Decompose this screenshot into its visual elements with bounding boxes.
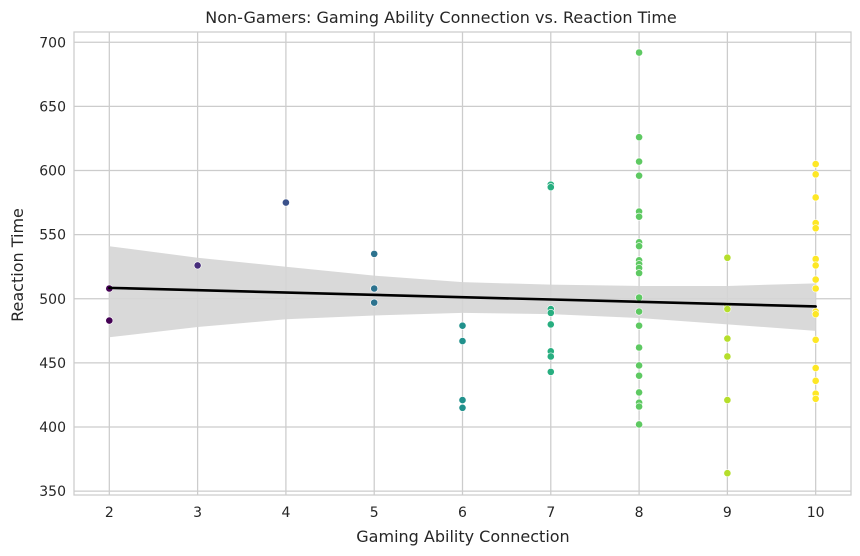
scatter-point <box>635 212 643 221</box>
x-tick-label: 2 <box>105 505 114 521</box>
scatter-point <box>370 298 379 307</box>
y-tick-label: 450 <box>39 356 66 372</box>
scatter-point <box>635 371 643 380</box>
scatter-point <box>635 157 643 166</box>
x-tick-label: 5 <box>370 505 379 521</box>
scatter-point <box>370 249 379 258</box>
y-tick-label: 600 <box>39 164 66 180</box>
scatter-point <box>811 376 820 385</box>
scatter-point <box>635 420 643 429</box>
regression-line <box>108 286 817 308</box>
scatter-point <box>811 160 820 168</box>
scatter-point <box>811 261 820 270</box>
x-axis-label: Gaming Ability Connection <box>356 527 569 546</box>
scatter-point <box>635 269 643 278</box>
scatter-point <box>811 224 820 233</box>
scatter-point <box>723 352 732 361</box>
chart-title: Non-Gamers: Gaming Ability Connection vs… <box>205 8 677 27</box>
scatter-point <box>546 320 555 329</box>
y-axis-label: Reaction Time <box>8 208 27 322</box>
scatter-point <box>546 183 555 192</box>
grid <box>74 32 851 495</box>
scatter-point <box>811 284 820 293</box>
scatter-point <box>635 321 643 330</box>
scatter-point <box>546 308 555 317</box>
scatter-point <box>635 343 643 352</box>
scatter-point <box>546 352 555 361</box>
x-tick-label: 6 <box>458 505 467 521</box>
scatter-point <box>635 293 643 302</box>
scatter-point <box>811 364 820 372</box>
scatter-point <box>458 403 467 412</box>
scatter-point <box>635 133 643 142</box>
x-tick-label: 9 <box>723 505 732 521</box>
scatter-point <box>635 388 643 397</box>
scatter-point <box>105 316 114 325</box>
plot-frame <box>73 31 852 496</box>
x-tick-label: 7 <box>546 505 555 521</box>
y-tick-label: 700 <box>39 35 66 51</box>
scatter-point <box>635 307 643 316</box>
scatter-point <box>723 334 732 343</box>
x-tick-label: 3 <box>193 505 202 521</box>
scatter-point <box>282 198 290 207</box>
scatter-point <box>370 284 379 293</box>
y-tick-label: 350 <box>39 484 66 500</box>
x-tick-label: 10 <box>807 505 825 521</box>
scatter-point <box>811 193 820 202</box>
scatter-point <box>723 305 732 313</box>
scatter-point <box>723 253 732 262</box>
scatter-point <box>635 171 643 180</box>
scatter-point <box>635 48 643 57</box>
x-tick-label: 8 <box>635 505 644 521</box>
scatter-point <box>546 367 555 376</box>
scatter-point <box>458 396 467 404</box>
y-tick-label: 650 <box>39 99 66 115</box>
scatter-point <box>458 337 467 345</box>
scatter-point <box>723 396 732 404</box>
x-tick-labels: 2 3 4 5 6 7 8 9 10 <box>105 505 825 521</box>
y-tick-label: 550 <box>39 228 66 244</box>
y-tick-label: 400 <box>39 420 66 436</box>
scatter-point <box>811 335 820 344</box>
scatter-point <box>458 321 467 330</box>
scatter-point <box>723 469 732 478</box>
scatter-point <box>811 310 820 319</box>
scatter-points <box>105 48 820 478</box>
scatter-point <box>811 275 820 284</box>
y-tick-labels: 350 400 450 500 550 600 650 700 <box>39 35 66 500</box>
scatter-point <box>811 170 820 179</box>
regression-line-group <box>108 286 817 308</box>
scatter-point <box>635 242 643 251</box>
y-tick-label: 500 <box>39 292 66 308</box>
scatter-point <box>811 394 820 403</box>
scatter-point <box>193 261 202 270</box>
x-tick-label: 4 <box>281 505 290 521</box>
scatter-point <box>635 361 643 370</box>
scatter-point <box>635 402 643 411</box>
